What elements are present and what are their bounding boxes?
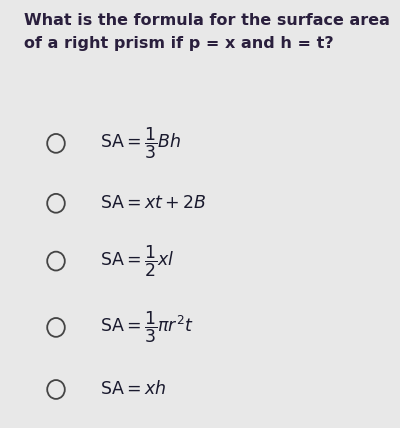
Text: $\mathrm{SA} = \dfrac{1}{3}Bh$: $\mathrm{SA} = \dfrac{1}{3}Bh$: [100, 126, 181, 161]
Text: $\mathrm{SA} = xh$: $\mathrm{SA} = xh$: [100, 380, 166, 398]
Text: $\mathrm{SA} = xt + 2B$: $\mathrm{SA} = xt + 2B$: [100, 194, 206, 212]
Text: $\mathrm{SA} = \dfrac{1}{3}\pi r^{2}t$: $\mathrm{SA} = \dfrac{1}{3}\pi r^{2}t$: [100, 310, 194, 345]
Text: $\mathrm{SA} = \dfrac{1}{2}xl$: $\mathrm{SA} = \dfrac{1}{2}xl$: [100, 244, 174, 279]
Text: of a right prism if p = x and h = t?: of a right prism if p = x and h = t?: [24, 36, 334, 51]
Text: What is the formula for the surface area: What is the formula for the surface area: [24, 13, 390, 28]
